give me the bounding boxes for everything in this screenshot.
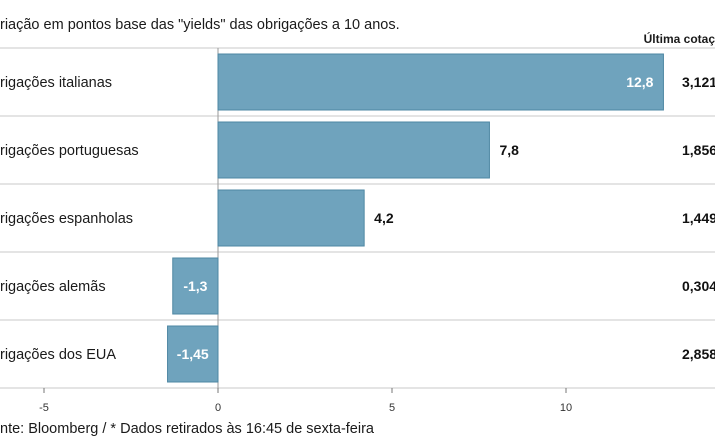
chart-subtitle: riação em pontos base das "yields" das o…	[0, 17, 400, 33]
data-label: -1,45	[177, 346, 209, 362]
category-label: rigações dos EUA	[0, 347, 116, 363]
last-quote-value: 0,304	[682, 278, 715, 294]
last-quote-value: 1,856	[682, 142, 715, 158]
x-tick-label: 5	[389, 402, 395, 414]
source-note: nte: Bloomberg / * Dados retirados às 16…	[0, 421, 374, 437]
last-quote-header: Última cotaç	[643, 32, 715, 46]
data-label: 4,2	[374, 210, 394, 226]
bar	[217, 189, 365, 247]
category-label: rigações italianas	[0, 75, 112, 91]
x-tick-label: -5	[39, 402, 49, 414]
data-label: -1,3	[183, 278, 207, 294]
x-tick-label: 0	[215, 402, 221, 414]
data-label: 7,8	[499, 142, 519, 158]
bar	[167, 325, 219, 383]
category-label: rigações alemãs	[0, 279, 106, 295]
category-label: rigações portuguesas	[0, 143, 139, 159]
last-quote-value: 2,8587	[682, 346, 715, 362]
last-quote-value: 1,449	[682, 210, 715, 226]
data-label: 12,8	[626, 74, 653, 90]
x-tick-label: 10	[560, 402, 572, 414]
last-quote-value: 3,121	[682, 74, 715, 90]
category-label: rigações espanholas	[0, 211, 133, 227]
bar	[172, 257, 219, 315]
bar	[217, 121, 490, 179]
bar	[217, 53, 664, 111]
bar-chart: -5 0 5 10 rigações italianas 12,8 3,121 rigaçõe…	[0, 47, 715, 414]
